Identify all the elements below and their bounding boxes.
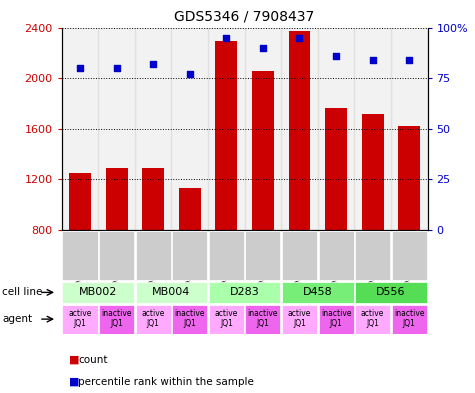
Bar xyxy=(63,231,97,280)
Bar xyxy=(355,282,427,303)
Bar xyxy=(319,305,353,334)
Bar xyxy=(281,28,318,230)
Bar xyxy=(135,28,171,230)
Bar xyxy=(209,305,244,334)
Bar xyxy=(142,168,164,230)
Bar xyxy=(282,305,317,334)
Text: agent: agent xyxy=(2,314,32,324)
Text: active
JQ1: active JQ1 xyxy=(68,309,92,328)
Bar xyxy=(391,28,428,230)
Bar xyxy=(208,28,245,230)
Bar xyxy=(282,282,353,303)
Text: active
JQ1: active JQ1 xyxy=(288,309,311,328)
Point xyxy=(76,65,84,71)
Title: GDS5346 / 7908437: GDS5346 / 7908437 xyxy=(174,9,315,24)
Bar xyxy=(136,305,171,334)
Bar xyxy=(361,114,384,230)
Text: MB002: MB002 xyxy=(79,287,117,297)
Bar xyxy=(392,305,427,334)
Bar xyxy=(392,231,427,280)
Bar xyxy=(172,231,207,280)
Point xyxy=(369,57,377,63)
Bar xyxy=(355,231,390,280)
Bar xyxy=(355,305,390,334)
Bar xyxy=(63,305,97,334)
Bar xyxy=(318,28,354,230)
Point xyxy=(259,44,267,51)
Point xyxy=(222,35,230,41)
Bar xyxy=(172,305,207,334)
Point xyxy=(295,35,304,41)
Text: ■: ■ xyxy=(69,376,79,387)
Bar xyxy=(209,231,244,280)
Text: inactive
JQ1: inactive JQ1 xyxy=(321,309,352,328)
Bar xyxy=(325,108,347,230)
Bar xyxy=(246,231,280,280)
Bar xyxy=(99,305,134,334)
Text: active
JQ1: active JQ1 xyxy=(142,309,165,328)
Point xyxy=(149,61,157,67)
Bar xyxy=(136,231,171,280)
Text: count: count xyxy=(78,355,108,365)
Point xyxy=(186,71,194,77)
Bar xyxy=(354,28,391,230)
Text: inactive
JQ1: inactive JQ1 xyxy=(101,309,132,328)
Bar xyxy=(105,168,128,230)
Text: MB004: MB004 xyxy=(152,287,190,297)
Text: inactive
JQ1: inactive JQ1 xyxy=(247,309,278,328)
Bar xyxy=(171,28,208,230)
Bar xyxy=(252,70,274,230)
Bar xyxy=(398,126,420,230)
Text: active
JQ1: active JQ1 xyxy=(361,309,384,328)
Text: inactive
JQ1: inactive JQ1 xyxy=(394,309,425,328)
Bar xyxy=(179,188,201,230)
Point xyxy=(405,57,413,63)
Text: cell line: cell line xyxy=(2,287,43,298)
Text: inactive
JQ1: inactive JQ1 xyxy=(174,309,205,328)
Bar xyxy=(136,282,207,303)
Bar xyxy=(319,231,353,280)
Bar xyxy=(99,231,134,280)
Text: ■: ■ xyxy=(69,355,79,365)
Bar xyxy=(62,28,98,230)
Text: percentile rank within the sample: percentile rank within the sample xyxy=(78,376,254,387)
Text: D283: D283 xyxy=(230,287,259,297)
Bar xyxy=(63,282,134,303)
Bar xyxy=(282,231,317,280)
Point xyxy=(332,53,340,59)
Bar xyxy=(69,173,91,230)
Bar xyxy=(245,28,281,230)
Text: D556: D556 xyxy=(376,287,406,297)
Bar xyxy=(215,41,238,230)
Text: active
JQ1: active JQ1 xyxy=(215,309,238,328)
Bar xyxy=(209,282,280,303)
Bar xyxy=(246,305,280,334)
Bar xyxy=(98,28,135,230)
Text: D458: D458 xyxy=(303,287,332,297)
Point xyxy=(113,65,121,71)
Bar xyxy=(288,31,311,230)
